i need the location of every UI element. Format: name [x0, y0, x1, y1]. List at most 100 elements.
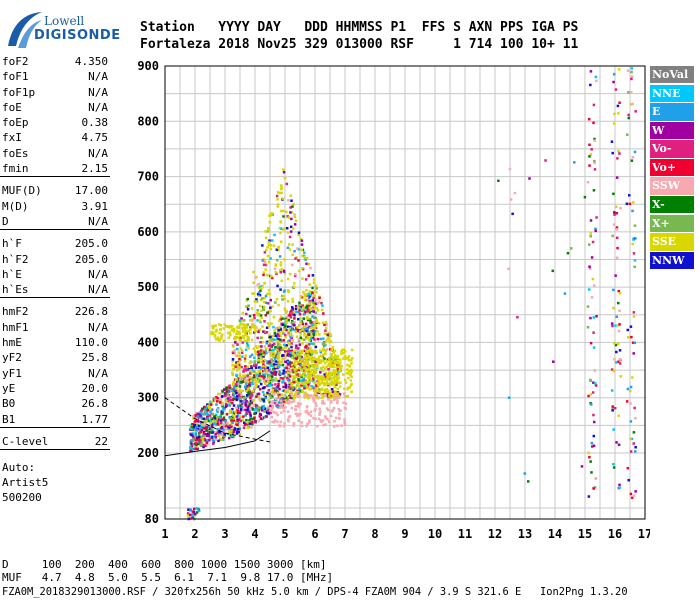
echo-point [320, 381, 323, 385]
echo-point [313, 364, 317, 368]
echo-point [286, 410, 290, 413]
echo-point [237, 397, 241, 401]
echo-point [276, 335, 279, 338]
echo-point [315, 287, 318, 290]
echo-point [324, 371, 328, 374]
echo-point [293, 249, 296, 253]
echo-point [321, 396, 324, 399]
echo-point [266, 366, 269, 369]
echo-point [211, 425, 214, 428]
echo-point [289, 230, 293, 233]
echo-point [189, 445, 192, 449]
legend-panel: NoVal NNE E W Vo- Vo+ SSW X- X+ SSE NNW [650, 66, 694, 270]
echo-point [270, 408, 273, 412]
echo-point [256, 311, 259, 315]
echo-point [319, 337, 322, 341]
echo-point [285, 401, 288, 404]
echo-point [254, 419, 257, 423]
echo-point [305, 262, 308, 266]
echo-point [202, 405, 206, 409]
echo-point [253, 350, 257, 353]
echo-point [220, 438, 223, 441]
echo-point [633, 341, 637, 345]
echo-point [345, 395, 348, 398]
echo-point [306, 384, 310, 387]
echo-point [199, 424, 203, 428]
echo-point [280, 279, 284, 282]
echo-point [196, 442, 200, 446]
param-value: N/A [88, 320, 108, 334]
echo-point [295, 335, 299, 338]
echo-point [290, 263, 294, 267]
echo-point [309, 308, 313, 312]
echo-point [323, 348, 326, 352]
echo-point [273, 357, 277, 361]
echo-point [274, 371, 278, 374]
echo-point [281, 389, 285, 393]
echo-point [249, 414, 252, 417]
echo-point [323, 332, 327, 336]
echo-point [285, 352, 289, 355]
x-tick-label: 12 [488, 527, 502, 541]
param-name: C-level [2, 434, 49, 448]
echo-point [235, 373, 238, 377]
echo-point [303, 357, 306, 360]
echo-point [236, 406, 240, 409]
echo-point [265, 342, 268, 345]
echo-point [346, 363, 349, 367]
echo-point [249, 375, 252, 379]
echo-point [583, 195, 587, 199]
echo-point [209, 401, 212, 404]
echo-point [289, 343, 292, 347]
echo-point [188, 517, 192, 521]
echo-point [630, 70, 633, 74]
echo-point [250, 325, 254, 328]
echo-point [279, 343, 282, 347]
echo-point [311, 326, 314, 329]
echo-point [630, 91, 633, 94]
echo-point [244, 354, 248, 357]
echo-point [300, 378, 304, 381]
echo-point [250, 394, 253, 398]
echo-point [249, 399, 253, 403]
echo-point [236, 326, 239, 329]
echo-point [271, 396, 274, 399]
echo-point [311, 364, 314, 368]
echo-point [291, 297, 294, 301]
echo-point [271, 407, 274, 410]
echo-point [322, 341, 326, 345]
echo-point [267, 229, 270, 232]
echo-point [276, 198, 279, 201]
echo-point [206, 434, 209, 438]
plot-frame [164, 65, 646, 520]
echo-point [271, 399, 275, 403]
echo-point [587, 243, 591, 246]
param-name: fmin [2, 162, 29, 176]
echo-point [238, 411, 242, 415]
echo-point [271, 334, 275, 338]
echo-point [289, 362, 292, 366]
echo-point [277, 303, 280, 307]
echo-point [324, 352, 327, 355]
echo-point [287, 290, 290, 294]
echo-point [266, 311, 269, 315]
echo-point [345, 371, 349, 375]
echo-point [194, 413, 197, 417]
echo-point [232, 410, 236, 414]
echo-point [634, 416, 637, 420]
echo-point [268, 400, 272, 404]
echo-point [285, 319, 288, 322]
echo-point [631, 376, 634, 379]
echo-point [283, 333, 287, 337]
echo-point [253, 292, 256, 295]
autoscaling-info: Auto: Artist5 500200 [0, 460, 112, 505]
echo-point [516, 315, 519, 319]
echo-point [210, 332, 213, 336]
echo-point [225, 412, 229, 416]
echo-point [210, 408, 213, 412]
echo-point [348, 386, 351, 389]
echo-point [212, 439, 216, 442]
echo-point [230, 423, 233, 426]
echo-point [216, 410, 219, 413]
echo-point [326, 392, 329, 396]
